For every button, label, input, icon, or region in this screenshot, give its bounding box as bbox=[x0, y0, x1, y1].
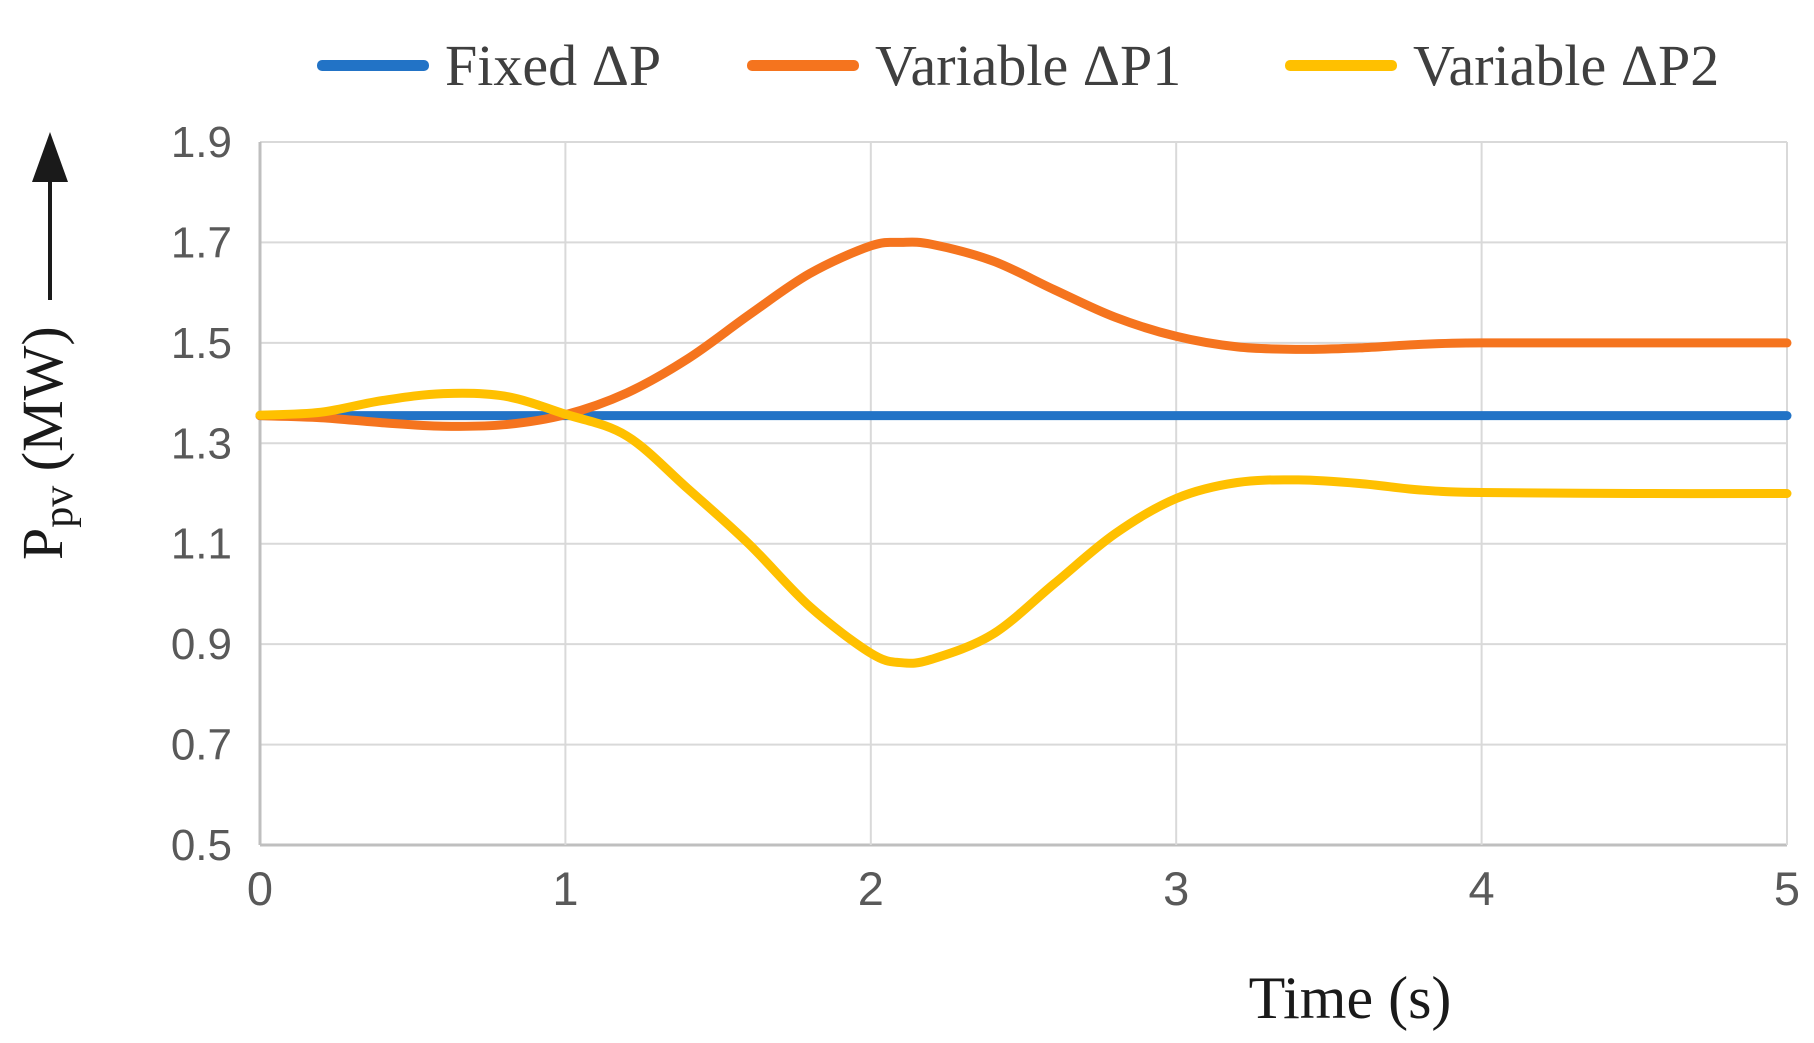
y-tick-label: 0.5 bbox=[171, 821, 232, 870]
y-tick-label: 0.9 bbox=[171, 620, 232, 669]
legend-item-variable-dp2: Variable ΔP2 bbox=[1285, 32, 1719, 99]
y-tick-label: 1.1 bbox=[171, 520, 232, 569]
y-axis-arrowhead-icon bbox=[32, 132, 68, 182]
x-tick-label: 4 bbox=[1469, 862, 1495, 915]
x-tick-label: 2 bbox=[858, 862, 884, 915]
y-axis-title: Ppv (MW) bbox=[10, 326, 82, 560]
legend-swatch-variable-dp1-icon bbox=[747, 60, 859, 71]
legend-label-fixed-dp: Fixed ΔP bbox=[445, 33, 662, 98]
y-tick-label: 1.3 bbox=[171, 419, 232, 468]
series-line-variable-dp1 bbox=[255, 237, 1792, 431]
y-tick-label: 1.5 bbox=[171, 319, 232, 368]
x-axis-title: Time (s) bbox=[1249, 965, 1452, 1031]
legend-label-variable-dp2: Variable ΔP2 bbox=[1413, 33, 1720, 98]
x-tick-label: 0 bbox=[247, 862, 273, 915]
x-tick-label: 3 bbox=[1163, 862, 1189, 915]
legend-item-variable-dp1: Variable ΔP1 bbox=[747, 32, 1181, 99]
x-tick-label: 5 bbox=[1774, 862, 1800, 915]
legend-swatch-variable-dp2-icon bbox=[1285, 60, 1397, 71]
legend-swatch-fixed-dp-icon bbox=[317, 60, 429, 71]
series-line-variable-dp2 bbox=[255, 388, 1792, 668]
y-tick-label: 1.9 bbox=[171, 118, 232, 167]
x-tick-label: 1 bbox=[552, 862, 578, 915]
legend-label-variable-dp1: Variable ΔP1 bbox=[875, 33, 1182, 98]
y-tick-label: 0.7 bbox=[171, 721, 232, 770]
legend-item-fixed-dp: Fixed ΔP bbox=[317, 32, 661, 99]
y-tick-label: 1.7 bbox=[171, 218, 232, 267]
legend: Fixed ΔP Variable ΔP1 Variable ΔP2 bbox=[0, 24, 1814, 104]
